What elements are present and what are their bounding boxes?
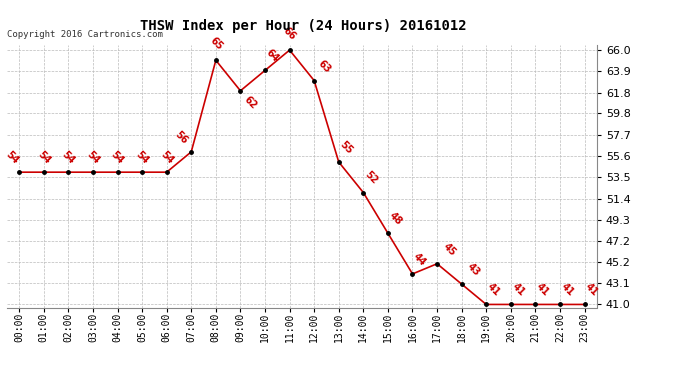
Text: 55: 55 xyxy=(338,139,355,156)
Text: 63: 63 xyxy=(316,58,333,75)
Text: 66: 66 xyxy=(282,26,298,42)
Text: 45: 45 xyxy=(441,241,457,258)
Text: 54: 54 xyxy=(85,150,101,166)
Text: 56: 56 xyxy=(173,129,190,146)
Text: 41: 41 xyxy=(535,282,551,298)
Text: 64: 64 xyxy=(264,48,281,64)
Text: 44: 44 xyxy=(411,251,428,268)
Text: 54: 54 xyxy=(35,150,52,166)
Text: 41: 41 xyxy=(510,282,526,298)
Text: 48: 48 xyxy=(387,210,404,227)
Text: 43: 43 xyxy=(466,261,482,278)
Text: 54: 54 xyxy=(109,150,126,166)
Text: 52: 52 xyxy=(362,170,379,186)
Text: 65: 65 xyxy=(208,36,224,52)
Text: 41: 41 xyxy=(559,282,575,298)
Text: 54: 54 xyxy=(3,150,20,166)
Text: THSW  (°F): THSW (°F) xyxy=(542,24,600,34)
Text: THSW Index per Hour (24 Hours) 20161012: THSW Index per Hour (24 Hours) 20161012 xyxy=(140,19,467,33)
Text: 41: 41 xyxy=(584,282,600,298)
Text: 54: 54 xyxy=(159,150,175,166)
Text: 62: 62 xyxy=(242,94,259,111)
Text: 54: 54 xyxy=(60,150,77,166)
Text: Copyright 2016 Cartronics.com: Copyright 2016 Cartronics.com xyxy=(7,30,163,39)
Text: 41: 41 xyxy=(485,282,502,298)
Text: 54: 54 xyxy=(134,150,150,166)
